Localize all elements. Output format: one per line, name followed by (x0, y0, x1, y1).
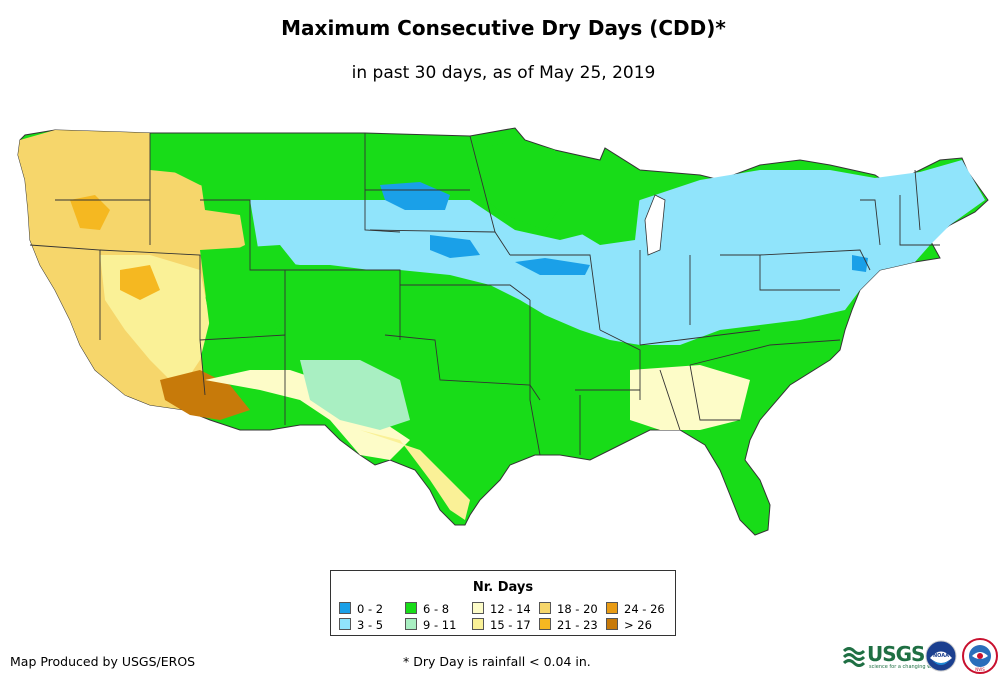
region-newmexico-mint (300, 360, 410, 430)
map-subtitle: in past 30 days, as of May 25, 2019 (351, 63, 656, 83)
legend-label: 3 - 5 (357, 618, 384, 632)
region-nyc-deepblue (852, 255, 868, 272)
legend-item-0-2: 0 - 2 (339, 602, 384, 616)
legend-swatch (339, 602, 351, 614)
legend-label: 24 - 26 (624, 602, 665, 616)
legend-label: 15 - 17 (490, 618, 531, 632)
legend-title: Nr. Days (472, 580, 534, 595)
usgs-tagline: science for a changing world (869, 664, 941, 670)
legend-item-12-14: 12 - 14 (472, 602, 531, 616)
legend-item-over-26: > 26 (606, 618, 652, 632)
usgs-wordmark: USGS (867, 642, 925, 666)
region-nebraska-deepblue (430, 235, 480, 258)
nws-logo-icon: NWS (962, 638, 998, 674)
state-borders (29, 133, 940, 456)
legend-item-15-17: 15 - 17 (472, 618, 531, 632)
legend: Nr. Days 0 - 2 3 - 5 6 - 8 9 - 11 12 - 1… (330, 570, 676, 636)
legend-swatch (606, 602, 618, 614)
region-texas-yellow (360, 430, 470, 520)
legend-item-21-23: 21 - 23 (539, 618, 598, 632)
region-sw-lightyellow (205, 370, 410, 460)
region-southeast-yellow (630, 365, 750, 430)
credit-text: Map Produced by USGS/EROS (10, 654, 196, 669)
legend-swatch (472, 618, 484, 630)
region-montana-green (160, 140, 360, 200)
legend-label: 9 - 11 (423, 618, 457, 632)
legend-swatch (339, 618, 351, 630)
usgs-logo: USGS science for a changing world (843, 641, 941, 673)
legend-swatch (472, 602, 484, 614)
legend-item-6-8: 6 - 8 (405, 602, 450, 616)
noaa-logo-text: NOAA (933, 653, 949, 659)
legend-label: 18 - 20 (557, 602, 598, 616)
legend-swatch (539, 618, 551, 630)
usgs-wave-icon (843, 647, 865, 667)
footnote-text: * Dry Day is rainfall < 0.04 in. (403, 654, 591, 669)
legend-label: > 26 (624, 618, 652, 632)
region-iowa-deepblue (515, 258, 590, 275)
legend-label: 0 - 2 (357, 602, 384, 616)
legend-swatch (405, 618, 417, 630)
region-nevada-orange (120, 265, 160, 300)
region-mn-green (470, 140, 565, 230)
legend-label: 21 - 23 (557, 618, 598, 632)
legend-label: 12 - 14 (490, 602, 531, 616)
region-lake-michigan (644, 194, 666, 256)
legend-swatch (606, 618, 618, 630)
legend-item-18-20: 18 - 20 (539, 602, 598, 616)
map-title: Maximum Consecutive Dry Days (CDD)* (281, 16, 726, 40)
region-dakota-deepblue (380, 182, 450, 210)
region-oregon-orange (70, 195, 110, 230)
legend-item-3-5: 3 - 5 (339, 618, 384, 632)
nws-logo-text: NWS (975, 667, 985, 672)
legend-swatch (539, 602, 551, 614)
legend-label: 6 - 8 (423, 602, 450, 616)
region-wi-green (570, 180, 640, 245)
legend-item-9-11: 9 - 11 (405, 618, 457, 632)
legend-item-24-26: 24 - 26 (606, 602, 665, 616)
noaa-logo-icon: NOAA (925, 640, 957, 672)
legend-swatch (405, 602, 417, 614)
